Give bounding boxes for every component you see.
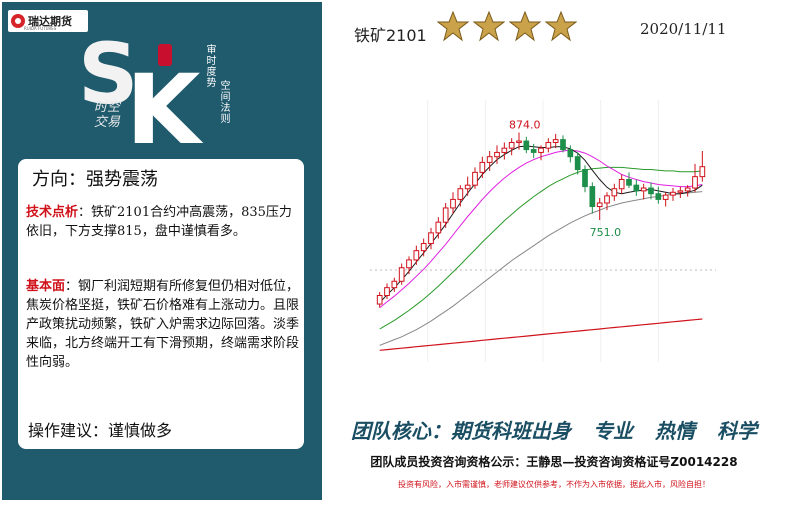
star-icon <box>509 10 541 42</box>
candle <box>648 182 654 200</box>
candle <box>618 174 625 194</box>
candle <box>530 143 537 159</box>
candle <box>692 163 698 193</box>
candle <box>560 135 566 153</box>
sk-letter-k: K <box>126 54 201 166</box>
sk-logo: S K 时空 交易 <box>58 25 200 158</box>
fundamental-analysis: 基本面：钢厂利润短期有所修复但仍相对低位，焦炭价格坚挺，铁矿石价格难有上涨动力。… <box>26 277 300 372</box>
star-icon <box>473 10 505 42</box>
candle <box>596 197 603 221</box>
candle <box>655 186 662 204</box>
candle <box>538 145 544 161</box>
low-price-label: 751.0 <box>590 226 622 239</box>
candle <box>494 145 500 164</box>
candle <box>684 185 691 197</box>
high-price-label: 874.0 <box>509 119 541 132</box>
rating-stars <box>437 10 577 42</box>
candle <box>611 183 618 201</box>
candle <box>574 152 581 175</box>
sk-letter-s: S <box>78 25 139 123</box>
left-panel: 瑞达期货 RUIDA FUTURES S K 时空 交易 审时度势 空间法则 方… <box>2 2 322 500</box>
ma-long-line <box>379 191 703 346</box>
candle <box>699 151 706 182</box>
candle <box>640 183 647 200</box>
team-motto: 团队核心：期货科班出身 专业 热情 科学 <box>322 415 786 444</box>
certification-notice: 团队成员投资咨询资格公示：王静思—投资咨询资格证号Z0014228 <box>370 455 738 469</box>
candle <box>486 151 493 171</box>
risk-disclaimer: 投资有风险，入市需谨慎，老师建议仅供参考，不作为入市依据，据此入市，风险自担！ <box>398 480 710 489</box>
ma-slow-line <box>379 166 703 330</box>
contract-title: 铁矿2101 <box>354 26 427 45</box>
candle <box>384 283 390 300</box>
candle <box>406 256 412 275</box>
candle <box>413 245 420 265</box>
logo-text: 瑞达期货 <box>28 15 72 28</box>
motto-passion: 热情 <box>655 419 695 443</box>
candle <box>633 179 640 196</box>
vertical-slogan-2: 空间法则 <box>218 80 229 124</box>
candle <box>376 291 383 308</box>
red-seal-icon <box>158 44 172 66</box>
candle <box>501 142 508 160</box>
candle <box>523 136 530 154</box>
candle <box>567 145 574 163</box>
motto-core: 团队核心：期货科班出身 <box>351 419 571 443</box>
candle <box>677 186 684 198</box>
analysis-card: 方向：强势震荡 技术点析：铁矿2101合约冲高震荡，835压力依旧，下方支撑81… <box>18 159 304 449</box>
operation-suggestion: 操作建议：谨慎做多 <box>28 421 173 440</box>
candle <box>464 176 471 196</box>
logo-mark-icon <box>11 14 25 28</box>
candle <box>457 185 464 207</box>
fund-label: 基本面 <box>26 279 66 294</box>
candle <box>508 138 515 156</box>
candle <box>442 202 449 228</box>
vertical-slogan-1: 审时度势 <box>204 44 215 88</box>
candle <box>626 172 632 189</box>
star-icon <box>545 10 577 42</box>
candle <box>516 132 522 150</box>
candle <box>479 156 486 179</box>
candle <box>420 238 427 257</box>
ma-year-line <box>379 318 703 351</box>
candle <box>391 277 398 292</box>
motto-pro: 专业 <box>593 419 633 443</box>
direction-text: 方向：强势震荡 <box>32 169 158 190</box>
candle <box>398 263 405 285</box>
logo-subtext: RUIDA FUTURES <box>24 26 57 31</box>
motto-science: 科学 <box>717 419 757 443</box>
candle <box>552 133 559 149</box>
tech-label: 技术点析 <box>26 205 79 220</box>
candle <box>662 192 669 207</box>
report-date: 2020/11/11 <box>640 20 727 38</box>
candle <box>450 192 456 214</box>
candle <box>472 167 478 189</box>
fund-text: ：钢厂利润短期有所修复但仍相对低位，焦炭价格坚挺，铁矿石价格难有上涨动力。且限产… <box>26 279 300 370</box>
star-icon <box>437 10 469 42</box>
technical-analysis: 技术点析：铁矿2101合约冲高震荡，835压力依旧，下方支撑815，盘中谨慎看多… <box>26 203 300 241</box>
candlestick-chart: 874.0 751.0 <box>370 100 716 362</box>
candle <box>670 188 676 201</box>
candle <box>428 227 434 250</box>
candle <box>545 138 552 153</box>
tech-text: ：铁矿2101合约冲高震荡，835压力依旧，下方支撑815，盘中谨慎看多。 <box>26 205 292 239</box>
company-logo: 瑞达期货 <box>8 10 88 32</box>
calligraphy-text: 时空 交易 <box>94 100 121 130</box>
candle <box>604 192 610 211</box>
candle <box>589 182 596 214</box>
candle <box>435 217 442 239</box>
candle <box>582 165 588 193</box>
